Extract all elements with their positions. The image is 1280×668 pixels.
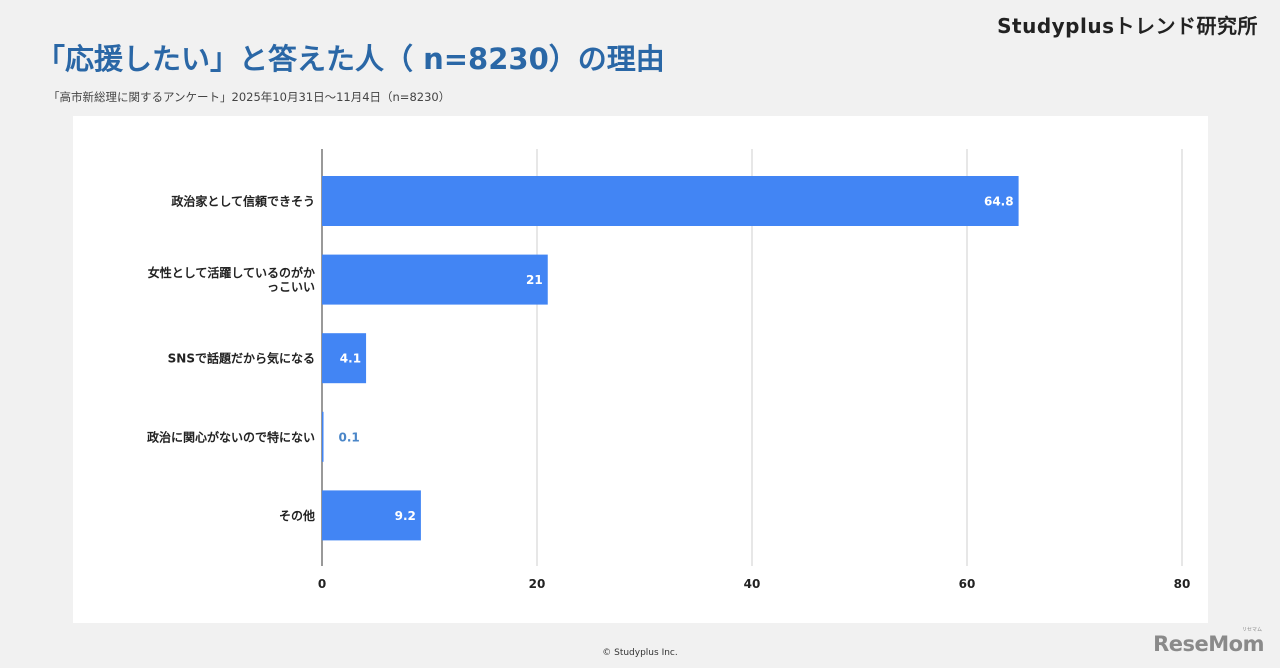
chart-card: 0 20 40 60 80 64.8 政治家として信頼できそう 21 女性として活躍しているのが… <box>73 116 1208 623</box>
data-label: 21 <box>526 273 543 287</box>
category-label: SNSで話題だから気になる <box>168 351 315 366</box>
brand-logo: Studyplusトレンド研究所 <box>997 14 1258 38</box>
x-tick-label: 60 <box>959 577 976 591</box>
category-label: 女性として活躍しているのがかっこいい <box>148 265 315 294</box>
category-label-line: 政治に関心がないので特にない <box>147 429 315 444</box>
category-label-line: SNSで話題だから気になる <box>168 351 315 366</box>
x-tick-label: 0 <box>318 577 326 591</box>
copyright: © Studyplus Inc. <box>602 648 678 658</box>
category-label: 政治家として信頼できそう <box>171 194 315 209</box>
chart-subtitle: 「高市新総理に関するアンケート」2025年10月31日〜11月4日（n=8230… <box>48 90 451 104</box>
data-label: 4.1 <box>340 352 361 366</box>
x-tick-label: 80 <box>1174 577 1191 591</box>
bar <box>322 254 548 305</box>
data-label: 0.1 <box>339 430 360 444</box>
data-label: 64.8 <box>984 195 1014 209</box>
category-label-line: っこいい <box>267 280 315 294</box>
x-tick-label: 40 <box>744 577 761 591</box>
category-label-line: 女性として活躍しているのがか <box>148 265 315 280</box>
bar <box>322 490 421 541</box>
x-tick-label: 20 <box>529 577 546 591</box>
resemom-logo: ReseMom <box>1153 632 1264 656</box>
category-label: 政治に関心がないので特にない <box>147 429 315 444</box>
bar <box>322 333 367 384</box>
bar-chart: 0 20 40 60 80 64.8 政治家として信頼できそう 21 女性として活躍しているのが… <box>147 149 1191 591</box>
bar <box>322 411 324 462</box>
logo-ruby: リセマム <box>1241 627 1262 633</box>
chart-title: 「応援したい」と答えた人（ n=8230）の理由 <box>36 42 665 76</box>
bar <box>322 176 1019 226</box>
data-label: 9.2 <box>395 509 416 523</box>
category-label-line: 政治家として信頼できそう <box>171 194 315 209</box>
category-label: その他 <box>279 508 315 523</box>
category-label-line: その他 <box>279 508 315 523</box>
